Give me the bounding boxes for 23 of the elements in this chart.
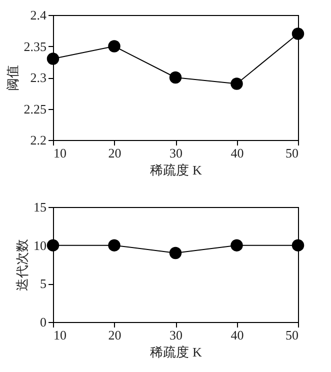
y-tick-label: 2.4	[30, 8, 47, 22]
x-tick-label: 20	[108, 146, 122, 160]
y-tick-label: 10	[34, 238, 46, 253]
y-tick-label: 15	[34, 200, 46, 214]
y-tick-label: 2.2	[30, 132, 46, 148]
y-tick-label: 0	[40, 314, 46, 330]
x-tick-label: 40	[230, 328, 244, 342]
x-tick-label: 50	[286, 146, 298, 160]
x-tick-label: 50	[286, 328, 298, 342]
y-tick-label: 2.25	[24, 101, 46, 116]
x-axis-title: 稀疏度 K	[150, 344, 202, 360]
x-tick-label: 40	[230, 146, 244, 160]
x-tick-label: 30	[170, 146, 182, 160]
x-tick-label: 30	[170, 328, 182, 342]
x-tick-label: 20	[108, 328, 122, 342]
y-axis-title: 迭代次数	[14, 239, 30, 291]
y-tick-label: 2.3	[30, 70, 46, 85]
y-tick-label: 2.35	[24, 38, 46, 54]
x-tick-label: 10	[54, 328, 66, 342]
x-axis-title: 稀疏度 K	[150, 162, 202, 178]
x-tick-label: 10	[54, 146, 66, 160]
y-axis-title: 阈值	[4, 65, 20, 91]
y-tick-label: 5	[40, 276, 46, 292]
